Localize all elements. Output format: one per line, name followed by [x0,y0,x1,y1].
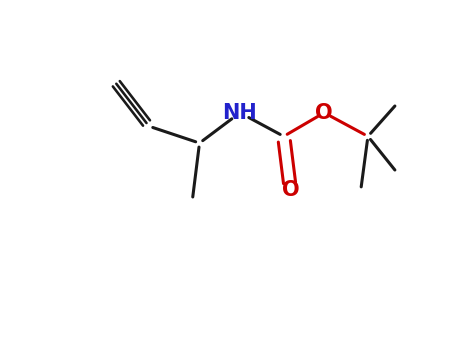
Text: NH: NH [222,103,257,123]
Text: O: O [282,180,299,200]
Text: O: O [315,103,333,123]
